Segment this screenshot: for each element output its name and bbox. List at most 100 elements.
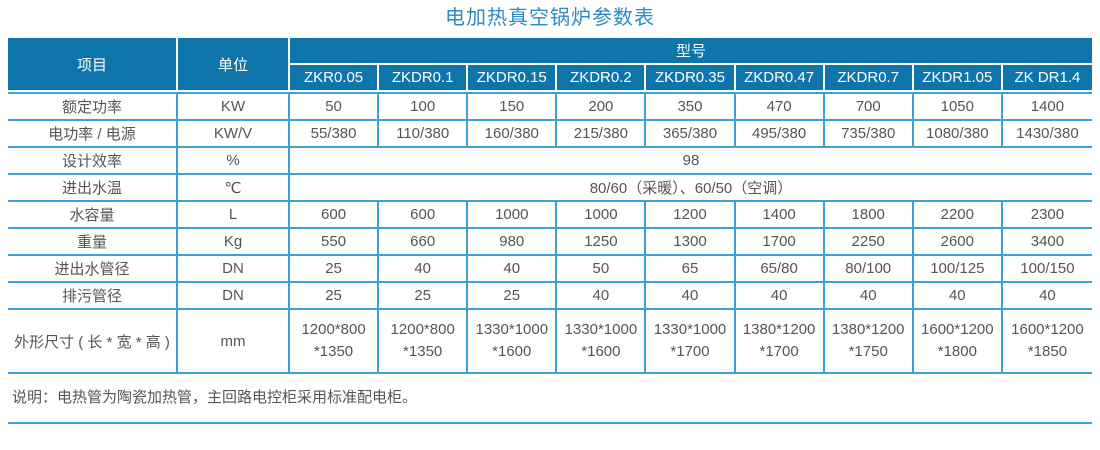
column-header-unit: 单位 [178, 38, 290, 92]
cell-value: 1380*1200 *1750 [824, 310, 914, 374]
cell-value: 1430/380 [1002, 121, 1092, 148]
cell-value: 1380*1200 *1700 [735, 310, 825, 374]
cell-value: 1000 [468, 202, 558, 229]
cell-value: 100/125 [913, 256, 1003, 283]
cell-value: 25 [468, 283, 558, 310]
cell-value: 1200 [646, 202, 736, 229]
model-header: ZKR0.05 [290, 65, 380, 92]
cell-value: 200 [557, 92, 647, 121]
cell-value: 1250 [557, 229, 647, 256]
row-unit: L [178, 202, 290, 229]
cell-value: 980 [468, 229, 558, 256]
cell-value: 350 [646, 92, 736, 121]
table-row: 额定功率 KW 50 100 150 200 350 470 700 1050 1400 [8, 92, 1092, 121]
row-item-label: 外形尺寸 ( 长 * 宽 * 高 ) [8, 310, 178, 374]
cell-value: 40 [824, 283, 914, 310]
cell-value: 2600 [913, 229, 1003, 256]
row-unit: KW [178, 92, 290, 121]
cell-value: 40 [646, 283, 736, 310]
cell-value: 365/380 [646, 121, 736, 148]
model-header: ZK DR1.4 [1002, 65, 1092, 92]
cell-value: 160/380 [468, 121, 558, 148]
table-row: 进出水管径 DN 25 40 40 50 65 65/80 80/100 100/125 100/1… [8, 256, 1092, 283]
cell-value: 1600*1200 *1800 [913, 310, 1003, 374]
merged-cell-value: 98 [290, 148, 1092, 175]
row-unit: mm [178, 310, 290, 374]
header-row-models: ZKR0.05 ZKDR0.1 ZKDR0.15 ZKDR0.2 ZKDR0.35 ZKD… [8, 65, 1092, 92]
row-item-label: 排污管径 [8, 283, 178, 310]
cell-value: 1400 [1002, 92, 1092, 121]
cell-value: 1200*800 *1350 [290, 310, 380, 374]
row-unit: % [178, 148, 290, 175]
row-unit: DN [178, 256, 290, 283]
cell-value: 1300 [646, 229, 736, 256]
cell-value: 40 [468, 256, 558, 283]
cell-value: 65 [646, 256, 736, 283]
cell-value: 550 [290, 229, 380, 256]
cell-value: 50 [290, 92, 380, 121]
cell-value: 1330*1000 *1700 [646, 310, 736, 374]
cell-value: 65/80 [735, 256, 825, 283]
column-header-item: 项目 [8, 38, 178, 92]
cell-value: 495/380 [735, 121, 825, 148]
cell-value: 40 [1002, 283, 1092, 310]
merged-cell-value: 80/60（采暖）、60/50（空调） [290, 175, 1092, 202]
table-row: 水容量 L 600 600 1000 1000 1200 1400 1800 2200 2300 [8, 202, 1092, 229]
cell-value: 150 [468, 92, 558, 121]
cell-value: 1330*1000 *1600 [557, 310, 647, 374]
row-item-label: 水容量 [8, 202, 178, 229]
cell-value: 80/100 [824, 256, 914, 283]
cell-value: 100/150 [1002, 256, 1092, 283]
cell-value: 40 [557, 283, 647, 310]
cell-value: 735/380 [824, 121, 914, 148]
row-unit: ℃ [178, 175, 290, 202]
table-row: 设计效率% 98 [8, 148, 1092, 175]
cell-value: 40 [735, 283, 825, 310]
footnote: 说明：电热管为陶瓷加热管，主回路电控柜采用标准配电柜。 [12, 389, 418, 406]
model-header: ZKDR0.47 [735, 65, 825, 92]
table-row: 电功率 / 电源 KW/V 55/380 110/380 160/380 215/380 3… [8, 121, 1092, 148]
cell-value: 25 [290, 283, 380, 310]
cell-value: 470 [735, 92, 825, 121]
cell-value: 1200*800 *1350 [379, 310, 469, 374]
table-row: 进出水温 ℃ 80/60（采暖）、60/50（空调） [8, 175, 1092, 202]
cell-value: 110/380 [379, 121, 469, 148]
cell-value: 1080/380 [913, 121, 1003, 148]
cell-value: 600 [379, 202, 469, 229]
cell-value: 700 [824, 92, 914, 121]
column-header-model-group: 型号 [290, 38, 1092, 65]
table-row: 重量 Kg 550 660 980 1250 1300 1700 2250 2600 3400 [8, 229, 1092, 256]
cell-value: 660 [379, 229, 469, 256]
cell-value: 1600*1200 *1850 [1002, 310, 1092, 374]
model-header: ZKDR0.1 [379, 65, 469, 92]
row-unit: KW/V [178, 121, 290, 148]
cell-value: 600 [290, 202, 380, 229]
model-header: ZKDR0.15 [468, 65, 558, 92]
model-header: ZKDR1.05 [913, 65, 1003, 92]
cell-value: 50 [557, 256, 647, 283]
row-item-label: 额定功率 [8, 92, 178, 121]
cell-value: 1050 [913, 92, 1003, 121]
row-item-label: 进出水温 [8, 175, 178, 202]
cell-value: 1330*1000 *1600 [468, 310, 558, 374]
model-header: ZKDR0.7 [824, 65, 914, 92]
cell-value: 40 [913, 283, 1003, 310]
cell-value: 1800 [824, 202, 914, 229]
cell-value: 2250 [824, 229, 914, 256]
row-item-label: 电功率 / 电源 [8, 121, 178, 148]
row-unit: Kg [178, 229, 290, 256]
cell-value: 1700 [735, 229, 825, 256]
cell-value: 100 [379, 92, 469, 121]
header-row-top: 项目 单位 型号 [8, 38, 1092, 92]
bottom-divider [8, 422, 1092, 424]
cell-value: 25 [290, 256, 380, 283]
cell-value: 25 [379, 283, 469, 310]
cell-value: 2200 [913, 202, 1003, 229]
cell-value: 55/380 [290, 121, 380, 148]
cell-value: 215/380 [557, 121, 647, 148]
row-item-label: 设计效率 [8, 148, 178, 175]
table-row: 外形尺寸 ( 长 * 宽 * 高 ) mm 1200*800 *1350 1200*8… [8, 310, 1092, 374]
cell-value: 1000 [557, 202, 647, 229]
cell-value: 40 [379, 256, 469, 283]
model-header: ZKDR0.2 [557, 65, 647, 92]
